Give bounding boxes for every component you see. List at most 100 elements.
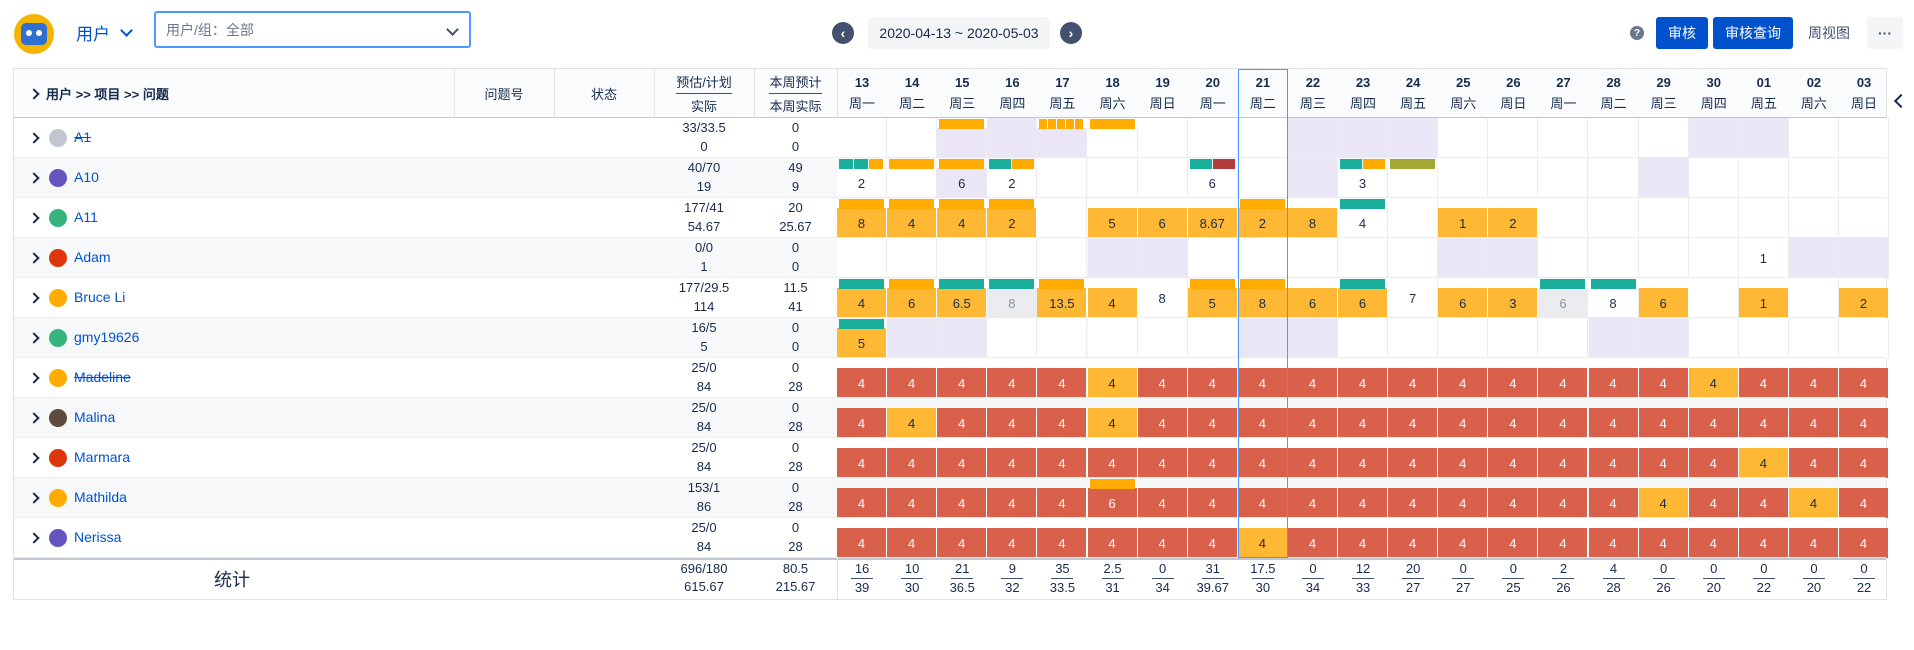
more-button[interactable]: ···: [1867, 17, 1903, 49]
day-cell[interactable]: [1087, 238, 1138, 278]
worklog-marker[interactable]: [1089, 479, 1135, 489]
day-cell[interactable]: 4: [1388, 408, 1439, 438]
day-header[interactable]: 30 周四: [1689, 69, 1739, 118]
worklog-marker[interactable]: [854, 159, 868, 169]
day-cell[interactable]: 4: [1287, 528, 1338, 558]
day-cell[interactable]: [1438, 158, 1489, 198]
worklog-marker[interactable]: [989, 199, 1035, 209]
worklog-marker[interactable]: [939, 159, 985, 169]
day-cell[interactable]: [1788, 118, 1839, 158]
day-cell[interactable]: [1137, 238, 1188, 278]
day-cell[interactable]: 4: [1338, 448, 1389, 478]
day-cell[interactable]: 4: [937, 368, 988, 398]
day-cell[interactable]: 4: [1237, 528, 1288, 558]
worklog-marker[interactable]: [1340, 199, 1385, 209]
day-cell[interactable]: 4: [1237, 448, 1288, 478]
day-cell[interactable]: 1: [1738, 238, 1789, 278]
worklog-marker[interactable]: [939, 279, 985, 289]
day-cell[interactable]: [837, 118, 888, 158]
day-header[interactable]: 16 周四: [987, 69, 1037, 118]
day-cell[interactable]: 4: [987, 488, 1038, 518]
day-cell[interactable]: 4: [1438, 488, 1489, 518]
day-cell[interactable]: [1638, 318, 1689, 358]
day-cell[interactable]: 6: [1137, 208, 1188, 238]
day-cell[interactable]: [937, 318, 988, 358]
day-cell[interactable]: 4: [1388, 368, 1439, 398]
day-cell[interactable]: 4: [1538, 368, 1589, 398]
day-header[interactable]: 17 周五: [1037, 69, 1087, 118]
day-cell[interactable]: [1087, 158, 1138, 198]
day-cell[interactable]: [1037, 198, 1088, 238]
worklog-marker[interactable]: [1540, 279, 1586, 289]
day-cell[interactable]: 4: [987, 408, 1038, 438]
day-header[interactable]: 02 周六: [1789, 69, 1839, 118]
review-button[interactable]: 审核: [1656, 17, 1708, 49]
day-cell[interactable]: [1287, 238, 1338, 278]
day-cell[interactable]: 5: [1087, 208, 1138, 238]
day-cell[interactable]: 4: [1538, 448, 1589, 478]
day-cell[interactable]: 4: [1187, 488, 1238, 518]
day-cell[interactable]: [1137, 158, 1188, 198]
worklog-marker[interactable]: [839, 279, 884, 289]
user-name-link[interactable]: A11: [74, 209, 98, 225]
day-cell[interactable]: 4: [1638, 368, 1689, 398]
worklog-marker[interactable]: [989, 159, 1012, 169]
day-cell[interactable]: 4: [1588, 488, 1639, 518]
day-cell[interactable]: 3: [1488, 288, 1539, 318]
expand-row-icon[interactable]: [28, 372, 40, 384]
day-cell[interactable]: [887, 168, 938, 198]
day-cell[interactable]: 3: [1338, 168, 1389, 198]
day-cell[interactable]: [1388, 198, 1439, 238]
day-cell[interactable]: 4: [1488, 408, 1539, 438]
day-header[interactable]: 01 周五: [1739, 69, 1789, 118]
day-cell[interactable]: [1488, 318, 1539, 358]
day-cell[interactable]: 4: [1438, 368, 1489, 398]
worklog-marker[interactable]: [1012, 159, 1035, 169]
day-cell[interactable]: 4: [837, 408, 888, 438]
day-cell[interactable]: 2: [837, 168, 888, 198]
day-cell[interactable]: 4: [1738, 488, 1789, 518]
day-cell[interactable]: 4: [1538, 408, 1589, 438]
expand-row-icon[interactable]: [28, 212, 40, 224]
worklog-marker[interactable]: [1089, 119, 1135, 129]
day-cell[interactable]: 6: [1187, 168, 1238, 198]
day-cell[interactable]: [1538, 318, 1589, 358]
worklog-marker[interactable]: [1340, 279, 1385, 289]
day-cell[interactable]: [1438, 238, 1489, 278]
day-cell[interactable]: [1037, 128, 1088, 158]
next-period-button[interactable]: ›: [1060, 22, 1082, 44]
day-cell[interactable]: 4: [1137, 368, 1188, 398]
day-cell[interactable]: 4: [1488, 488, 1539, 518]
user-name-link[interactable]: A1: [74, 129, 92, 145]
day-cell[interactable]: 4: [1237, 408, 1288, 438]
help-icon[interactable]: ?: [1630, 26, 1644, 40]
day-cell[interactable]: 4: [837, 368, 888, 398]
day-cell[interactable]: 4: [1738, 368, 1789, 398]
worklog-marker[interactable]: [839, 319, 884, 329]
worklog-marker[interactable]: [1390, 159, 1436, 169]
day-cell[interactable]: 4: [1087, 368, 1138, 398]
user-name-link[interactable]: Mathilda: [74, 489, 127, 505]
day-cell[interactable]: [1588, 158, 1639, 198]
user-name-link[interactable]: Malina: [74, 409, 116, 425]
day-cell[interactable]: 4: [837, 288, 888, 318]
day-cell[interactable]: [1438, 318, 1489, 358]
day-cell[interactable]: [1287, 158, 1338, 198]
day-cell[interactable]: 4: [937, 488, 988, 518]
day-cell[interactable]: [1488, 118, 1539, 158]
day-cell[interactable]: [1388, 318, 1439, 358]
day-cell[interactable]: 4: [1688, 448, 1739, 478]
day-cell[interactable]: [1588, 318, 1639, 358]
worklog-marker[interactable]: [1039, 279, 1085, 289]
day-cell[interactable]: 8: [1237, 288, 1288, 318]
day-cell[interactable]: 2: [987, 208, 1038, 238]
user-group-filter[interactable]: [154, 11, 471, 48]
day-cell[interactable]: [1137, 318, 1188, 358]
day-cell[interactable]: 4: [1388, 528, 1439, 558]
day-cell[interactable]: [1287, 318, 1338, 358]
day-cell[interactable]: 5: [837, 328, 888, 358]
day-header[interactable]: 18 周六: [1088, 69, 1138, 118]
worklog-marker[interactable]: [1048, 119, 1057, 129]
day-cell[interactable]: 4: [1688, 368, 1739, 398]
day-cell[interactable]: 4: [1087, 528, 1138, 558]
